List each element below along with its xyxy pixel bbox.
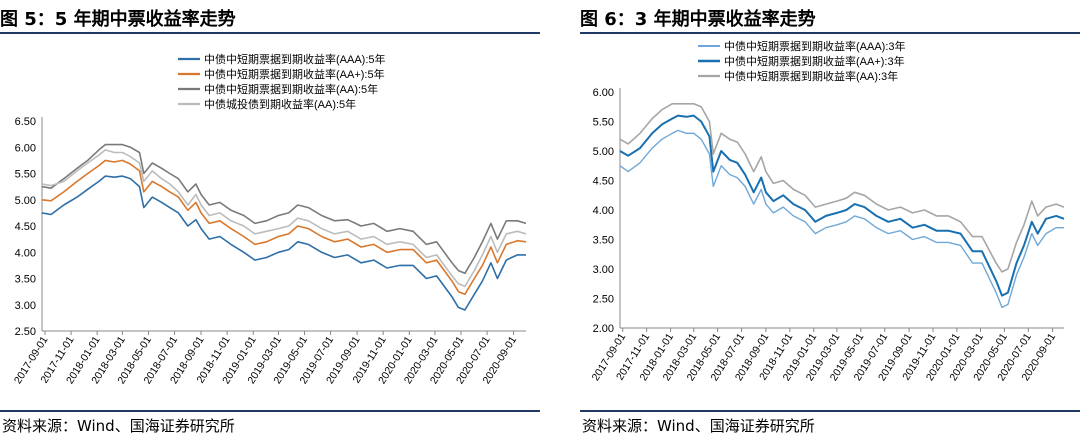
series-line-2 (41, 159, 527, 296)
y-tick-label: 5.00 (15, 195, 36, 207)
chart-3yr-yield: 2.002.503.003.504.004.505.005.506.002017… (590, 39, 1065, 383)
series-line-3 (619, 103, 1065, 273)
series-line-4 (41, 149, 527, 288)
chart-title-left: 图 5：5 年期中票收益率走势 (0, 9, 236, 30)
series-line-1 (619, 129, 1064, 309)
source-rule-right (580, 410, 1080, 412)
source-note-left: 资料来源：Wind、国海证券研究所 (2, 417, 235, 435)
legend-label-1: 中债中短期票据到期收益率(AAA):5年 (204, 52, 386, 66)
y-tick-label: 5.50 (593, 117, 614, 129)
series-line-2 (619, 114, 1065, 297)
y-tick-label: 2.50 (593, 294, 614, 306)
left-panel: 图 5：5 年期中票收益率走势 2.50 3.00 3.50 4.00 4.50 5.00… (0, 9, 540, 435)
series-line-3 (41, 143, 527, 275)
legend-label-3: 中债中短期票据到期收益率(AA):5年 (204, 82, 378, 96)
title-rule-right (580, 32, 1080, 34)
y-tick-label: 4.50 (15, 221, 36, 233)
source-note-right: 资料来源：Wind、国海证券研究所 (582, 417, 815, 435)
y-tick-label: 6.00 (15, 142, 36, 154)
legend-label-1: 中债中短期票据到期收益率(AAA):3年 (724, 39, 906, 53)
title-rule-left (0, 32, 540, 34)
y-tick-label: 5.50 (15, 169, 36, 181)
chart-title-right: 图 6：3 年期中票收益率走势 (580, 9, 816, 30)
y-tick-label: 3.50 (15, 274, 36, 286)
y-tick-label: 6.00 (593, 87, 614, 99)
source-rule-left (0, 410, 540, 412)
legend-label-2: 中债中短期票据到期收益率(AA+):5年 (204, 67, 385, 81)
chart-5yr-yield: 2.503.003.504.004.505.005.506.006.502017… (12, 52, 527, 386)
y-tick-label: 5.00 (593, 146, 614, 158)
y-tick-label: 2.00 (593, 323, 614, 335)
y-tick-label: 4.00 (593, 205, 614, 217)
legend-label-3: 中债中短期票据到期收益率(AA):3年 (724, 69, 898, 83)
y-tick-label: 3.00 (15, 300, 36, 312)
right-panel: 图 6：3 年期中票收益率走势 2.00 2.50 3.00 3.50 4.00 4.50… (580, 0, 1080, 440)
y-tick-label: 4.00 (15, 247, 36, 259)
legend-label-4: 中债城投债到期收益率(AA):5年 (204, 97, 356, 111)
y-tick-label: 2.50 (15, 326, 36, 338)
y-tick-label: 3.50 (593, 235, 614, 247)
y-tick-label: 3.00 (593, 264, 614, 276)
y-tick-label: 4.50 (593, 176, 614, 188)
legend-label-2: 中债中短期票据到期收益率(AA+):3年 (724, 54, 905, 68)
series-line-1 (41, 175, 526, 311)
y-tick-label: 6.50 (15, 116, 36, 128)
